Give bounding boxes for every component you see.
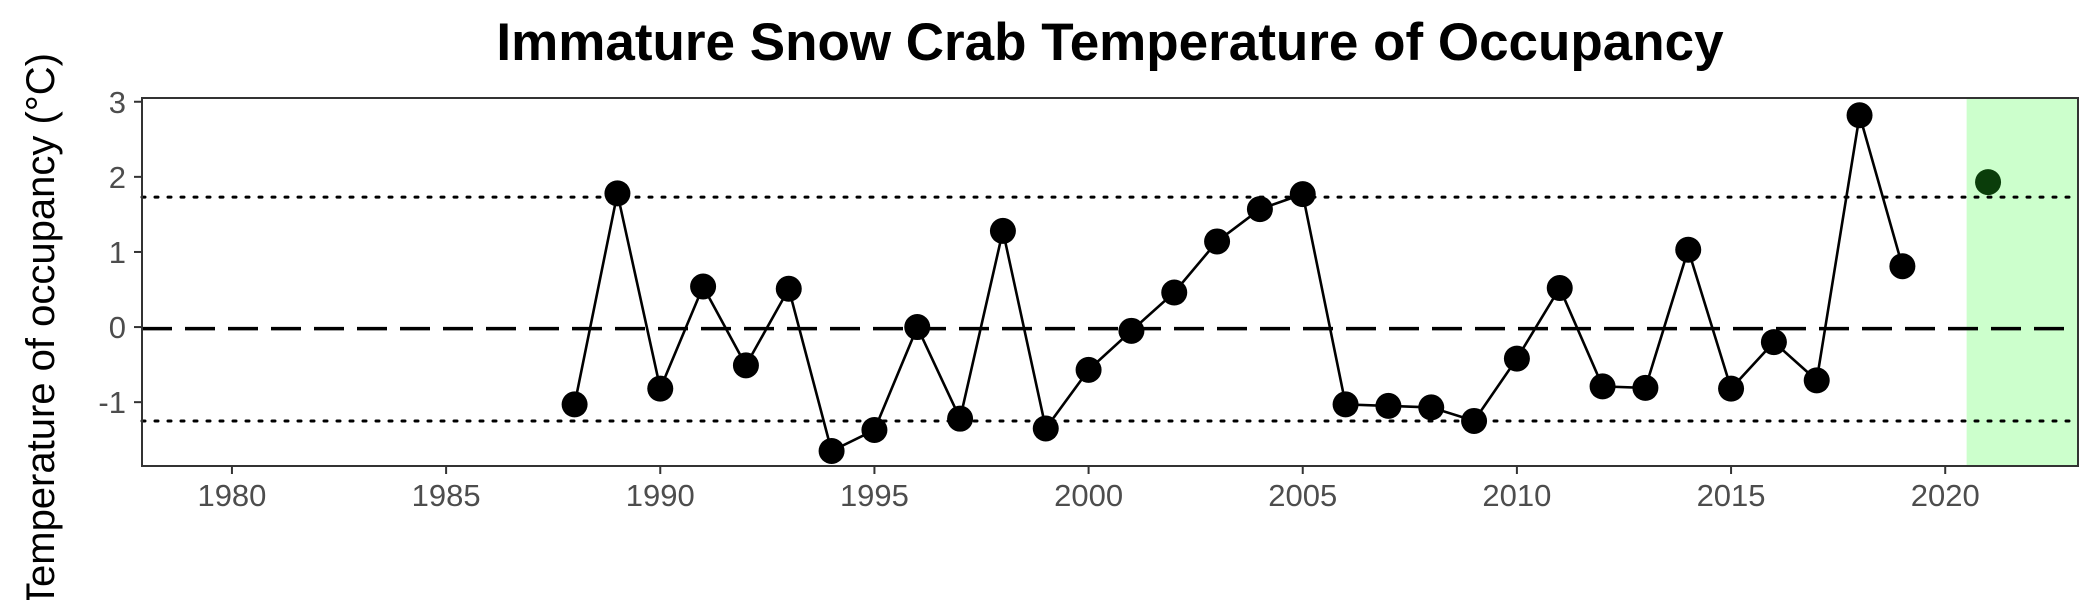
data-point-2007	[1375, 392, 1402, 419]
plot-area: 1980 1985 1990 1995 2000 2005 2010 2015 2020 -1 0 1…	[98, 85, 2080, 513]
x-tick-label-2015: 2015	[1697, 478, 1766, 513]
x-tick-label-2020: 2020	[1911, 478, 1980, 513]
x-tick-label-1980: 1980	[197, 478, 266, 513]
x-tick-label-1985: 1985	[412, 478, 481, 513]
y-tick-label-0: 0	[109, 310, 126, 345]
data-point-1997	[947, 405, 974, 432]
series-line	[573, 114, 1904, 453]
data-point-2017	[1803, 367, 1830, 394]
x-tick-label-1995: 1995	[840, 478, 909, 513]
data-point-2009	[1461, 407, 1488, 434]
chart-title: Immature Snow Crab Temperature of Occupa…	[496, 13, 1724, 72]
data-point-2008	[1418, 394, 1445, 421]
y-tick-label--1: -1	[98, 385, 126, 420]
data-point-2006	[1332, 391, 1359, 418]
data-point-2015	[1718, 375, 1745, 402]
data-point-1995	[861, 416, 888, 443]
data-point-1988	[561, 391, 588, 418]
data-point-2012	[1589, 373, 1616, 400]
y-tick-label-3: 3	[109, 85, 126, 120]
data-point-2004	[1246, 196, 1273, 223]
y-tick-label-1: 1	[109, 235, 126, 270]
x-tick-label-2005: 2005	[1268, 478, 1337, 513]
data-point-2018	[1846, 102, 1873, 129]
data-point-2005	[1289, 181, 1316, 208]
x-tick-label-2010: 2010	[1482, 478, 1551, 513]
data-point-2016	[1760, 329, 1787, 356]
data-point-2002	[1161, 279, 1188, 306]
data-point-1998	[989, 217, 1016, 244]
data-point-2019	[1889, 253, 1916, 280]
highlight-point-2021	[1975, 169, 2002, 196]
data-point-1992	[732, 352, 759, 379]
data-point-2003	[1204, 228, 1231, 255]
data-point-2001	[1118, 317, 1145, 344]
highlight-region	[1966, 98, 2078, 466]
data-point-1999	[1032, 415, 1059, 442]
data-point-1994	[818, 437, 845, 464]
plot-border	[141, 97, 2079, 467]
data-point-2011	[1546, 275, 1573, 302]
data-point-1993	[775, 275, 802, 302]
data-point-2000	[1075, 356, 1102, 383]
data-point-1991	[690, 273, 717, 300]
data-point-2014	[1675, 236, 1702, 263]
data-point-1990	[647, 375, 674, 402]
data-point-2010	[1503, 345, 1530, 372]
y-axis-label: Temperature of occupancy (°C)	[19, 53, 63, 600]
data-point-1989	[604, 180, 631, 207]
data-point-2013	[1632, 374, 1659, 401]
data-point-1996	[904, 314, 931, 341]
x-tick-label-1990: 1990	[626, 478, 695, 513]
y-tick-label-2: 2	[109, 160, 126, 195]
x-tick-label-2000: 2000	[1054, 478, 1123, 513]
